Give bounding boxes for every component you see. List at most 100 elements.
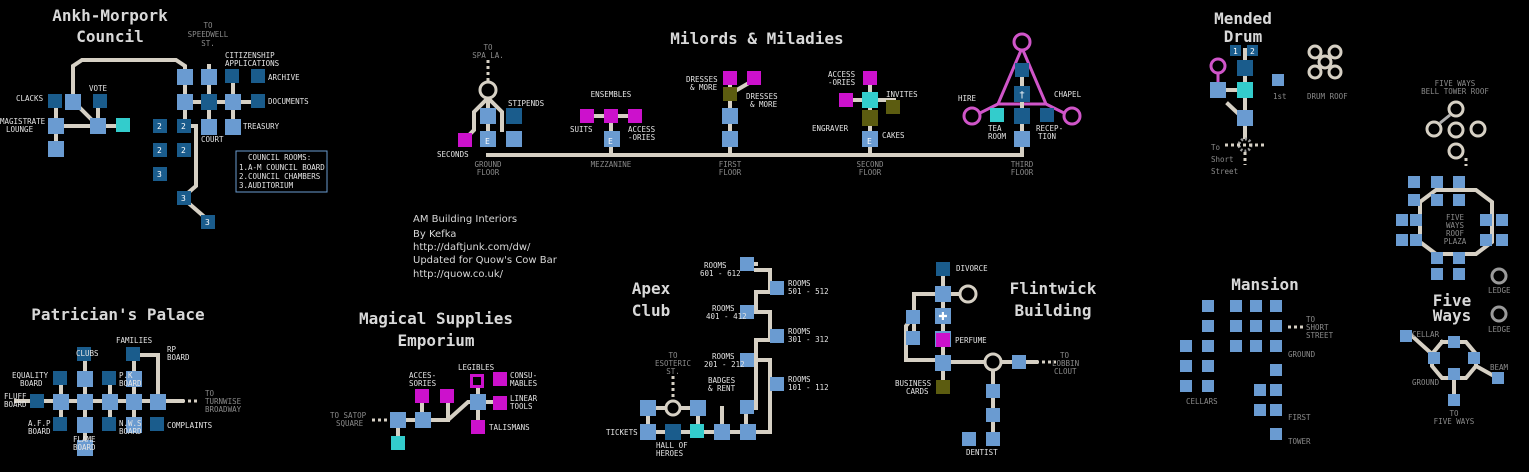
room[interactable] [1408,176,1420,188]
room[interactable] [30,394,44,408]
room[interactable] [862,110,878,126]
room[interactable] [1270,320,1282,332]
room[interactable] [53,394,69,410]
room[interactable] [77,394,93,410]
room[interactable] [722,108,738,124]
room[interactable] [201,94,217,110]
room[interactable] [1014,108,1030,124]
room[interactable] [723,71,737,85]
room[interactable] [1453,268,1465,280]
room[interactable] [986,408,1000,422]
room[interactable] [936,333,950,347]
room[interactable] [714,424,730,440]
room[interactable] [1448,394,1460,406]
room[interactable] [1492,372,1504,384]
room[interactable] [936,380,950,394]
room[interactable] [1453,176,1465,188]
room[interactable] [1270,300,1282,312]
room[interactable] [1448,336,1460,348]
room[interactable] [1180,340,1192,352]
room[interactable] [1431,268,1443,280]
room[interactable] [862,92,878,108]
room[interactable] [1431,194,1443,206]
room[interactable] [177,191,191,205]
room[interactable] [1468,352,1480,364]
room[interactable] [153,143,167,157]
room[interactable] [1254,384,1266,396]
room[interactable] [1428,352,1440,364]
room[interactable] [1014,131,1030,147]
room[interactable] [886,100,900,114]
room[interactable] [935,355,951,371]
room[interactable] [251,69,265,83]
room[interactable] [1210,82,1226,98]
room[interactable] [458,133,472,147]
room[interactable] [1237,110,1253,126]
room[interactable] [986,432,1000,446]
room[interactable] [690,400,706,416]
room[interactable] [740,424,756,440]
room[interactable] [415,412,431,428]
room[interactable] [391,436,405,450]
room[interactable] [1396,214,1408,226]
room[interactable] [493,372,507,386]
room[interactable] [1496,214,1508,226]
room[interactable] [1202,320,1214,332]
room[interactable] [1202,380,1214,392]
room[interactable] [225,119,241,135]
room[interactable] [1408,194,1420,206]
room[interactable] [640,424,656,440]
room[interactable] [77,417,93,433]
room[interactable] [1230,340,1242,352]
room[interactable] [770,377,784,391]
room[interactable] [1410,214,1422,226]
room[interactable] [640,400,656,416]
room[interactable] [1270,340,1282,352]
room[interactable] [1250,320,1262,332]
room[interactable] [251,94,265,108]
room[interactable] [770,281,784,295]
room[interactable] [126,347,140,361]
room[interactable] [53,371,67,385]
room[interactable] [1250,300,1262,312]
room[interactable] [740,305,754,319]
room[interactable] [1272,74,1284,86]
room[interactable] [628,109,642,123]
room[interactable] [604,109,618,123]
room[interactable] [201,215,215,229]
room[interactable] [1396,234,1408,246]
room[interactable] [723,87,737,101]
room[interactable] [480,108,496,124]
room[interactable] [1247,45,1258,56]
room[interactable] [1453,252,1465,264]
room[interactable] [906,331,920,345]
room[interactable] [126,394,142,410]
room[interactable] [90,118,106,134]
room[interactable] [102,371,116,385]
room[interactable] [1270,428,1282,440]
room[interactable] [48,118,64,134]
room[interactable] [740,353,754,367]
room[interactable] [93,94,107,108]
room[interactable] [1230,300,1242,312]
room[interactable] [1237,82,1253,98]
room[interactable] [722,131,738,147]
room[interactable] [225,69,239,83]
room[interactable] [1202,340,1214,352]
room[interactable] [201,119,217,135]
room[interactable] [1496,234,1508,246]
room[interactable] [770,329,784,343]
room[interactable] [102,417,116,431]
room[interactable] [935,308,951,324]
room[interactable] [177,119,191,133]
room[interactable] [225,94,241,110]
room[interactable] [1400,330,1412,342]
room[interactable] [77,371,93,387]
room[interactable] [740,257,754,271]
room[interactable] [201,69,217,85]
room[interactable] [415,389,429,403]
room[interactable] [440,389,454,403]
room[interactable] [506,108,522,124]
room[interactable] [116,118,130,132]
room[interactable] [102,394,118,410]
